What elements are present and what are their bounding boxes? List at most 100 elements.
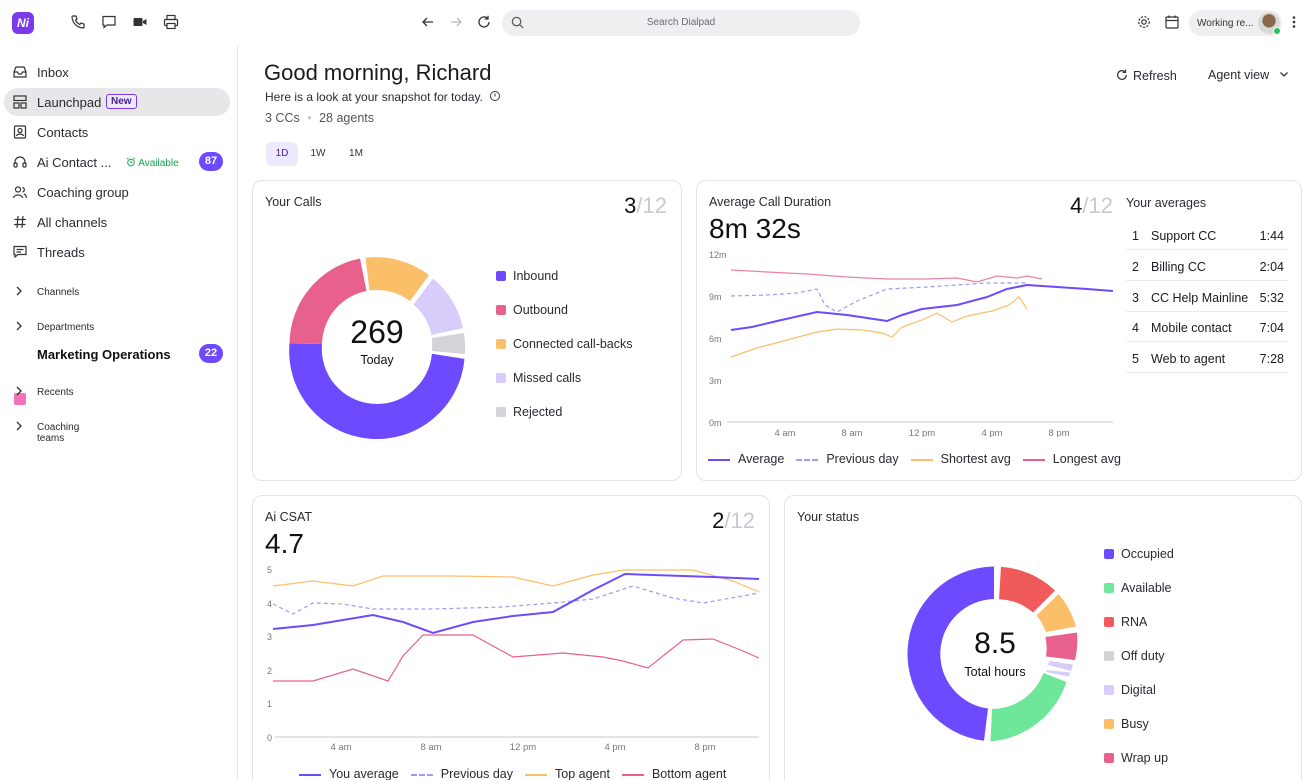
legend-label: Previous day [440,767,514,780]
back-arrow-icon[interactable] [418,12,438,32]
gear-icon[interactable] [1134,12,1154,32]
calls-total-label: Today [360,353,394,367]
legend-swatch [496,305,506,315]
duration-line-chart: 12m 9m 6m 3m 0m 4 am 8 am 12 pm 4 pm 8 p… [709,250,1114,437]
row-rank: 3 [1132,291,1139,305]
csat-legend: You average Previous day Top agent Bottom a… [299,767,726,780]
donut-segment-off-duty[interactable] [1048,661,1073,671]
donut-segment-available[interactable] [990,673,1067,742]
legend-item: Digital [1104,683,1174,717]
y-tick-label: 6m [709,334,722,344]
app-logo[interactable]: Ni [12,12,34,34]
sidebar-item-label: Ai Contact ... [37,155,112,170]
x-tick-label: 8 am [841,428,862,437]
legend-swatch [1104,583,1114,593]
averages-row[interactable]: 5 Web to agent 7:28 [1126,343,1288,373]
legend-line [1022,459,1045,461]
series-line-previous-day[interactable] [730,282,1027,313]
sidebar-item-contacts[interactable]: Contacts [4,118,230,146]
legend-label: Digital [1121,683,1156,697]
series-line-top-agent[interactable] [272,569,760,593]
legend-item: Off duty [1104,649,1174,683]
sidebar-item-inbox[interactable]: Inbox [4,58,230,86]
averages-row[interactable]: 4 Mobile contact 7:04 [1126,312,1288,342]
video-icon[interactable] [130,12,150,32]
donut-segment-digital[interactable] [1046,670,1071,677]
more-vertical-icon[interactable] [1284,12,1304,32]
hash-icon [12,214,28,230]
sidebar-item-ai-contact[interactable]: Ai Contact ... Available 87 [4,148,230,176]
donut-segment-rejected[interactable] [431,333,466,354]
averages-row[interactable]: 3 CC Help Mainline 5:32 [1126,282,1288,312]
row-time: 5:32 [1259,291,1284,305]
legend-label: You average [329,767,399,780]
people-icon [12,184,28,200]
forward-arrow-icon[interactable] [446,12,466,32]
donut-segment-wrap-up[interactable] [1045,632,1078,661]
legend-item: Bottom agent [621,767,727,780]
print-icon[interactable] [161,12,181,32]
status-selector[interactable]: Working re... [1189,10,1282,36]
calls-legend: Inbound Outbound Connected call-backs Mi… [496,269,633,439]
legend-label: Bottom agent [651,767,727,780]
status-card: Your status 8.5 Total hours Occupied Ava… [784,495,1302,780]
status-total-label: Total hours [964,665,1026,679]
sidebar-item-coaching-group[interactable]: Coaching group [4,178,230,206]
unread-count-badge: 22 [199,344,223,363]
legend-item: Top agent [525,767,610,780]
sidebar-item-label: All channels [37,215,108,230]
legend-item: Previous day [410,767,514,780]
online-status-dot [1273,27,1281,35]
range-1m[interactable]: 1M [349,148,363,159]
series-line-longest-avg[interactable] [730,269,1043,283]
sidebar-item-marketing-operations[interactable]: Marketing Operations 22 [4,340,230,368]
donut-segment-rna[interactable] [999,566,1055,613]
averages-row[interactable]: 2 Billing CC 2:04 [1126,251,1288,281]
reload-icon[interactable] [474,12,494,32]
duration-value: 8m 32s [709,213,801,244]
range-1d[interactable]: 1D [266,142,298,166]
info-icon[interactable] [489,90,501,102]
sidebar-item-threads[interactable]: Threads [4,238,230,266]
search-input[interactable]: Search Dialpad [502,10,860,36]
phone-icon[interactable] [68,12,88,32]
message-icon[interactable] [99,12,119,32]
series-line-average[interactable] [730,283,1114,331]
sidebar-item-all-channels[interactable]: All channels [4,208,230,236]
donut-segment-inbound[interactable] [289,343,465,440]
series-line-you-average[interactable] [272,572,760,635]
chevron-right-icon [12,384,26,403]
donut-segment-missed-calls[interactable] [413,278,464,336]
status-total: 8.5 [974,627,1016,660]
legend-label: Top agent [555,767,610,780]
row-rank: 4 [1132,321,1139,335]
legend-line [796,459,819,461]
card-title: Average Call Duration [709,195,832,209]
legend-item: Outbound [496,303,633,337]
legend-label: Outbound [513,303,568,317]
series-line-previous-day[interactable] [272,585,760,615]
avatar[interactable] [1258,12,1281,35]
rank-fraction: 3/12 [624,193,667,219]
donut-segment-outbound[interactable] [289,258,367,345]
sidebar-item-launchpad[interactable]: Launchpad New [4,88,230,116]
donut-segment-occupied[interactable] [907,566,994,741]
series-line-shortest-avg[interactable] [730,296,1028,358]
range-1w[interactable]: 1W [310,148,326,159]
series-line-bottom-agent[interactable] [273,634,760,682]
donut-segment-connected-call-backs[interactable] [365,257,430,301]
launchpad-icon [12,94,28,110]
legend-line [621,774,644,776]
refresh-button[interactable]: Refresh [1115,68,1177,83]
new-badge: New [106,94,137,109]
calendar-icon[interactable] [1162,12,1182,32]
section-label: Departments [37,322,95,333]
legend-label: Average [738,452,785,466]
agent-view-dropdown[interactable]: Agent view [1208,68,1290,82]
contacts-icon [12,124,28,140]
row-name: CC Help Mainline [1151,291,1249,305]
x-tick-label: 8 am [420,742,441,753]
averages-row[interactable]: 1 Support CC 1:44 [1126,220,1288,250]
availability-status: Available [126,157,179,169]
donut-segment-busy[interactable] [1036,594,1077,632]
